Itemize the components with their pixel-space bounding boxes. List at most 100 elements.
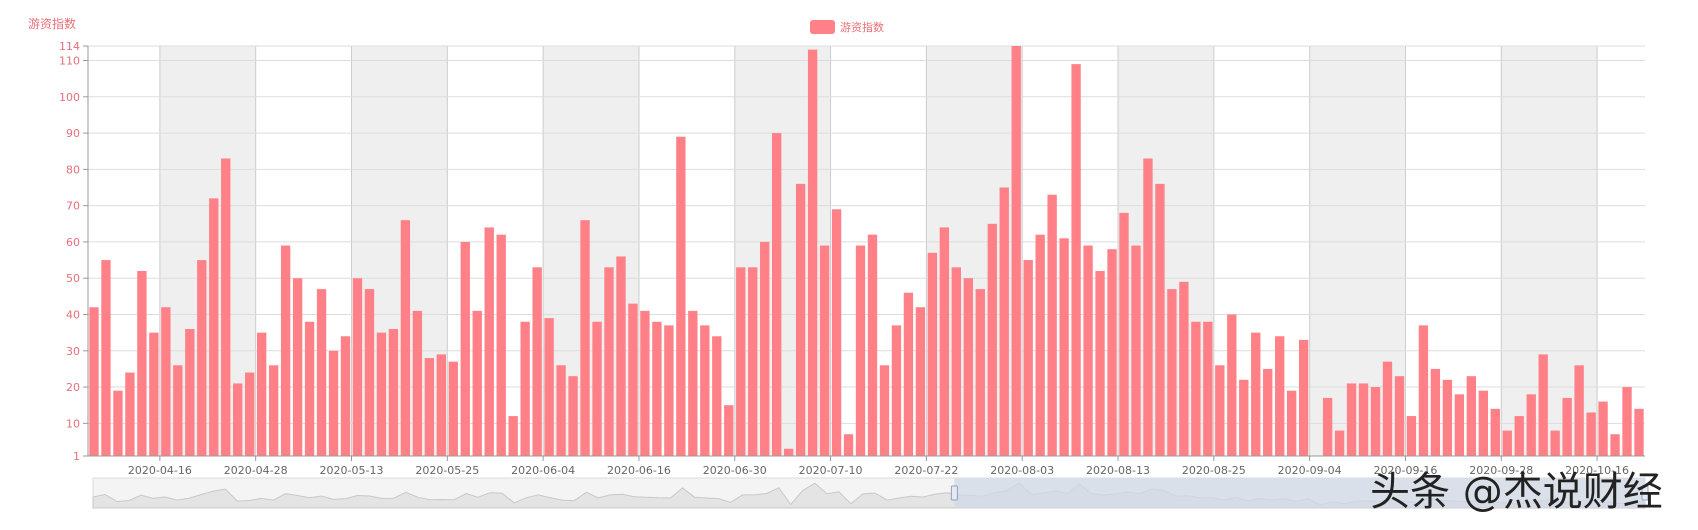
bar[interactable] — [987, 223, 997, 456]
bar[interactable] — [1143, 158, 1153, 456]
bar[interactable] — [1430, 368, 1441, 456]
bar[interactable] — [1466, 376, 1477, 456]
bar[interactable] — [772, 133, 782, 456]
bar[interactable] — [1011, 46, 1021, 456]
bar[interactable] — [592, 321, 602, 456]
bar[interactable] — [1119, 212, 1129, 456]
bar[interactable] — [412, 310, 423, 456]
legend[interactable]: 游资指数 — [810, 20, 884, 34]
bar[interactable] — [891, 325, 902, 456]
bar[interactable] — [1478, 390, 1488, 456]
bar[interactable] — [1526, 394, 1536, 456]
bar[interactable] — [688, 310, 698, 456]
bar[interactable] — [951, 267, 961, 456]
bar[interactable] — [1502, 430, 1512, 456]
bar[interactable] — [867, 234, 878, 456]
bar[interactable] — [1059, 238, 1069, 456]
bar[interactable] — [1490, 408, 1500, 456]
bar[interactable] — [1215, 365, 1225, 456]
bar[interactable] — [1586, 412, 1596, 456]
bar[interactable] — [197, 260, 207, 456]
bar[interactable] — [1107, 249, 1117, 456]
slider-selection[interactable] — [954, 478, 1645, 508]
bar[interactable] — [999, 187, 1009, 456]
bar[interactable] — [843, 434, 854, 456]
bar[interactable] — [1179, 281, 1189, 456]
bar[interactable] — [604, 267, 614, 456]
bar[interactable] — [544, 318, 554, 456]
bar[interactable] — [472, 310, 482, 456]
bar[interactable] — [760, 241, 770, 456]
bar[interactable] — [388, 329, 399, 456]
bar[interactable] — [1346, 383, 1357, 456]
bar[interactable] — [676, 136, 686, 457]
bar[interactable] — [568, 376, 578, 456]
bar[interactable] — [328, 350, 339, 456]
bar[interactable] — [700, 325, 710, 456]
bar[interactable] — [1622, 387, 1632, 456]
legend-label[interactable]: 游资指数 — [840, 20, 884, 34]
slider-handle-right[interactable] — [1641, 485, 1649, 501]
bar[interactable] — [496, 234, 506, 456]
bar[interactable] — [640, 310, 650, 456]
bar[interactable] — [1358, 383, 1369, 456]
bar[interactable] — [1550, 430, 1560, 456]
bar[interactable] — [89, 307, 99, 456]
bar[interactable] — [1454, 394, 1465, 456]
legend-swatch[interactable] — [810, 20, 835, 34]
bar[interactable] — [221, 158, 231, 456]
bar[interactable] — [1023, 260, 1033, 456]
bar[interactable] — [460, 241, 470, 456]
bar[interactable] — [149, 332, 159, 456]
bar[interactable] — [280, 245, 291, 456]
bar[interactable] — [1071, 64, 1081, 456]
bar[interactable] — [1047, 194, 1057, 457]
bar[interactable] — [1322, 397, 1333, 456]
bar[interactable] — [1095, 270, 1105, 456]
bar[interactable] — [831, 209, 842, 456]
bar[interactable] — [1167, 289, 1177, 456]
bar[interactable] — [376, 332, 387, 456]
bar[interactable] — [101, 260, 111, 456]
bar[interactable] — [532, 267, 542, 456]
bar[interactable] — [364, 289, 375, 456]
bar[interactable] — [975, 289, 985, 456]
data-zoom-slider[interactable] — [92, 477, 1649, 509]
bar[interactable] — [340, 336, 351, 456]
bar[interactable] — [1191, 321, 1201, 456]
bar[interactable] — [436, 354, 446, 456]
bar[interactable] — [1203, 321, 1213, 456]
bar[interactable] — [424, 358, 435, 456]
bar[interactable] — [795, 183, 806, 456]
bar[interactable] — [520, 321, 530, 456]
bar[interactable] — [1634, 408, 1644, 456]
bar-series[interactable] — [89, 46, 1644, 457]
bar[interactable] — [915, 307, 926, 456]
bar[interactable] — [628, 303, 638, 456]
bar[interactable] — [879, 365, 890, 456]
bar[interactable] — [1263, 368, 1273, 456]
bar[interactable] — [1406, 416, 1417, 456]
bar[interactable] — [1275, 336, 1285, 456]
bar[interactable] — [352, 278, 363, 456]
bar[interactable] — [316, 289, 327, 456]
bar[interactable] — [1155, 183, 1165, 456]
bar[interactable] — [963, 278, 973, 456]
bar[interactable] — [245, 372, 255, 456]
bar[interactable] — [652, 321, 662, 456]
bar[interactable] — [819, 245, 830, 456]
bar[interactable] — [256, 332, 267, 456]
bar[interactable] — [292, 278, 303, 456]
bar[interactable] — [1370, 387, 1381, 456]
bar[interactable] — [939, 227, 950, 456]
bar[interactable] — [400, 220, 411, 456]
bar[interactable] — [161, 307, 171, 456]
bar[interactable] — [1598, 401, 1608, 456]
bar[interactable] — [1298, 339, 1309, 456]
bar[interactable] — [448, 361, 458, 456]
bar[interactable] — [173, 365, 183, 456]
bar[interactable] — [185, 329, 195, 456]
bar[interactable] — [1083, 245, 1093, 456]
bar[interactable] — [113, 390, 123, 456]
bar[interactable] — [1334, 430, 1345, 456]
